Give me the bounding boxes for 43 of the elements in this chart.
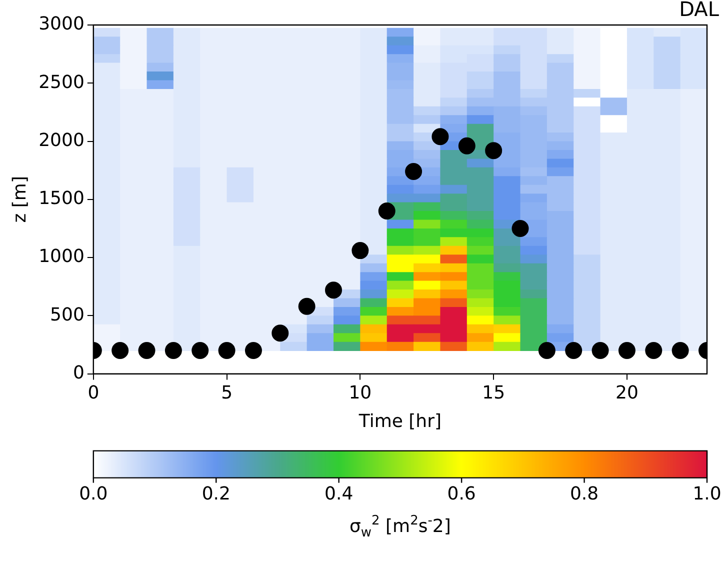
y-tick-label: 2000 — [38, 130, 84, 151]
color-bar-label: 0.8 — [570, 483, 599, 504]
point — [458, 137, 476, 154]
point — [218, 342, 236, 360]
point — [512, 220, 529, 237]
point — [192, 342, 209, 360]
color-bar-label: 0.4 — [324, 483, 354, 504]
x-tick-label: 20 — [616, 382, 638, 404]
point — [378, 202, 396, 220]
point — [618, 342, 636, 360]
y-tick-label: 3000 — [38, 14, 84, 35]
point — [485, 142, 502, 160]
point — [298, 298, 316, 315]
point — [138, 342, 156, 360]
point — [538, 342, 556, 360]
y-tick-label: 1500 — [38, 188, 84, 210]
point — [405, 162, 422, 180]
point — [164, 342, 182, 360]
y-tick-label: 0 — [72, 362, 84, 384]
y-tick-label: 2500 — [38, 72, 84, 93]
x-tick-label: 5 — [221, 382, 233, 404]
point — [645, 342, 662, 360]
x-tick-label: 15 — [482, 382, 506, 404]
y-tick-label: 1000 — [38, 246, 84, 268]
point — [272, 324, 289, 342]
x-tick-label: 0 — [88, 382, 100, 404]
point — [352, 242, 369, 260]
point — [592, 342, 609, 360]
x-axis-title: Time [hr] — [358, 410, 442, 432]
x-tick-label: 10 — [348, 382, 372, 404]
point — [244, 342, 262, 360]
point — [112, 342, 129, 360]
color-bar-label: 0.6 — [447, 483, 476, 504]
point — [432, 128, 449, 146]
color-bar-label: 0.2 — [202, 483, 230, 504]
point — [672, 342, 689, 360]
color-bar-label: 1.0 — [692, 483, 722, 504]
color-bar-label: 0.0 — [79, 483, 108, 504]
y-axis-title: z [m] — [9, 176, 30, 223]
point — [325, 282, 342, 299]
text: DAL — [679, 0, 720, 22]
y-tick-label: 500 — [50, 304, 84, 326]
point — [565, 342, 582, 360]
